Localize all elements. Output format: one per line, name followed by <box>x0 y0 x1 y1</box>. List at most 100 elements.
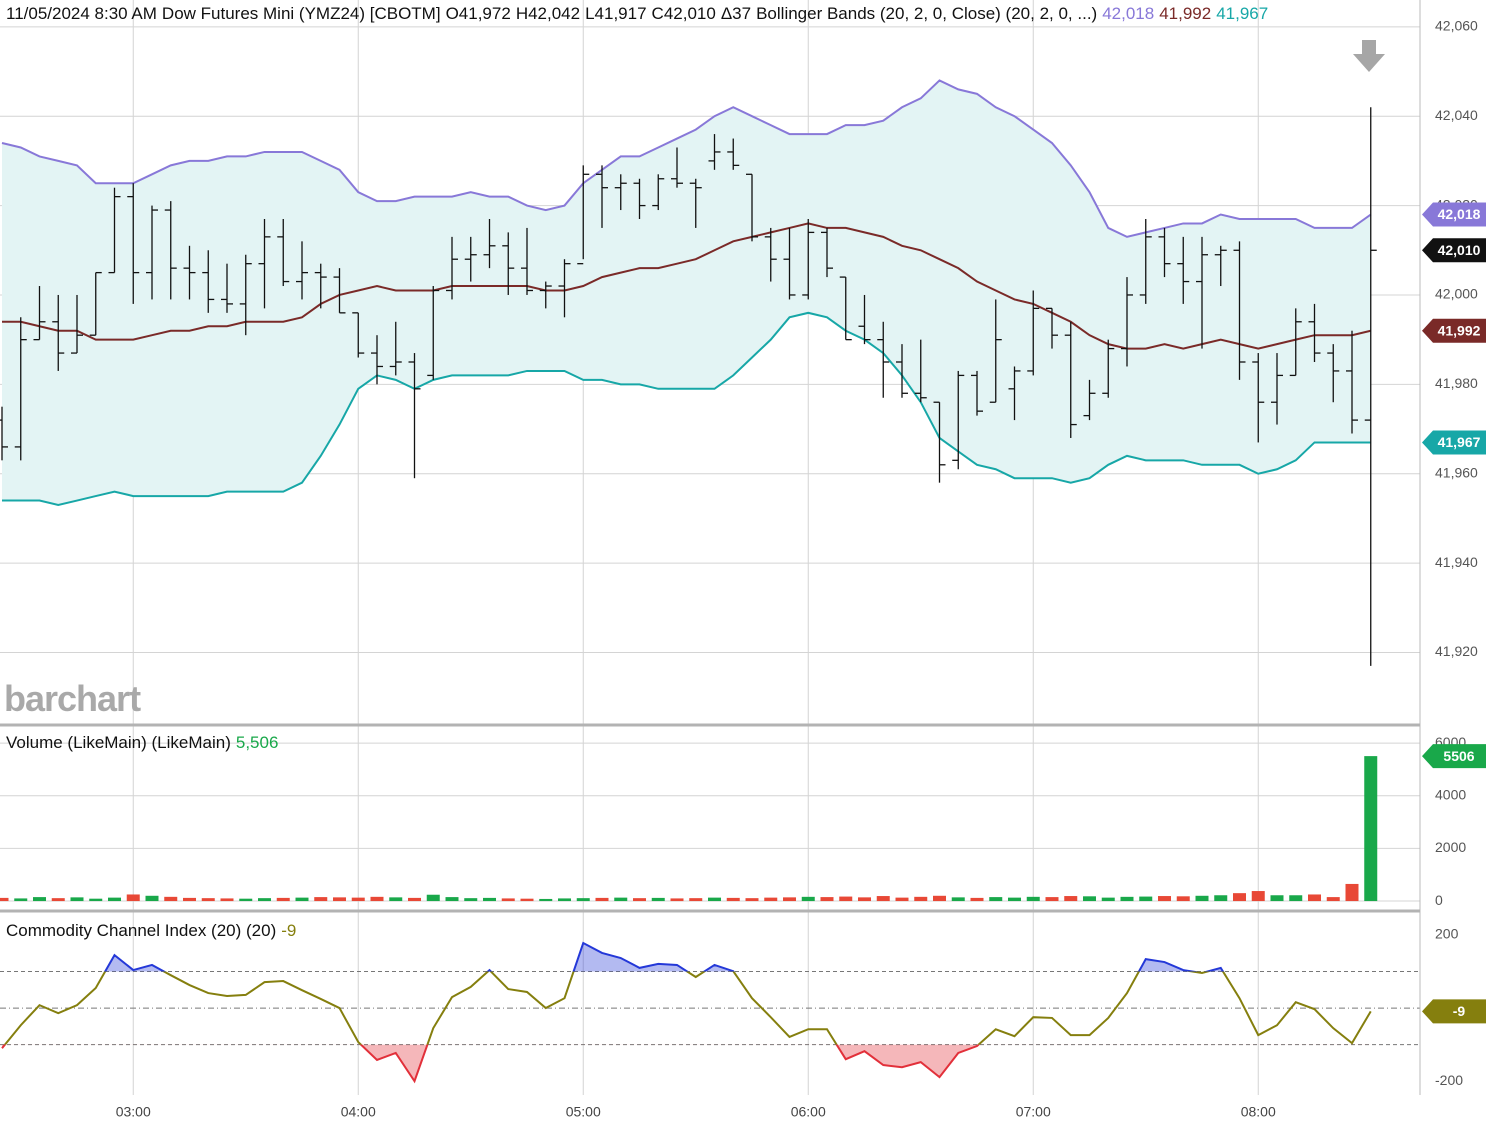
y-tick-label: 41,960 <box>1435 464 1478 480</box>
volume-bar <box>933 895 946 902</box>
volume-bar <box>633 898 646 902</box>
volume-bar <box>708 897 721 902</box>
header-change: Δ37 <box>720 4 752 23</box>
y-tick-label: 200 <box>1435 926 1459 942</box>
header-open: O41,972 <box>445 4 511 23</box>
y-tick-label: -200 <box>1435 1072 1463 1088</box>
volume-bar <box>820 897 834 902</box>
x-tick-label: 08:00 <box>1241 1104 1276 1120</box>
volume-bar <box>689 898 703 902</box>
data-layer <box>0 79 1378 1084</box>
scroll-arrow-icon[interactable] <box>1353 40 1385 72</box>
cci-last-value: -9 <box>281 921 297 940</box>
volume-bar <box>801 896 815 902</box>
volume-bar <box>520 898 534 902</box>
volume-bar <box>1120 896 1134 902</box>
volume-bar <box>426 894 440 902</box>
volume-bar <box>1214 895 1228 902</box>
volume-bar <box>1008 897 1021 902</box>
last-value-label: 41,967 <box>1438 434 1481 450</box>
volume-bar <box>726 897 740 902</box>
last-value-badge <box>1422 202 1486 227</box>
volume-bar <box>1270 895 1284 902</box>
header-symbol: Dow Futures Mini (YMZ24) [CBOTM] <box>161 4 441 23</box>
volume-bar <box>220 898 234 902</box>
volume-bar <box>651 897 665 902</box>
volume-bar <box>70 897 84 902</box>
cci-line-above <box>103 941 1225 972</box>
last-value-label: 42,018 <box>1438 206 1481 222</box>
volume-title: Volume (LikeMain) (LikeMain) <box>6 733 231 752</box>
volume-bar <box>1233 893 1246 902</box>
volume-bar <box>1158 896 1171 902</box>
band-fill <box>2 80 1371 506</box>
cci-title: Commodity Channel Index (20) (20) <box>6 921 277 940</box>
y-tick-label: 41,980 <box>1435 375 1478 391</box>
header-datetime: 11/05/2024 8:30 AM <box>6 4 157 23</box>
volume-bar <box>333 897 346 902</box>
y-tick-label: 4000 <box>1435 786 1466 802</box>
x-tick-label: 05:00 <box>566 1104 601 1120</box>
volume-bar <box>276 897 290 902</box>
volume-bar <box>408 897 421 902</box>
cci-line <box>3 971 1372 1045</box>
last-value-label: 42,010 <box>1438 242 1481 258</box>
y-tick-label: 41,920 <box>1435 643 1478 659</box>
volume-bar <box>201 898 215 902</box>
last-value-badge <box>1422 744 1486 769</box>
volume-bar <box>445 897 459 902</box>
volume-bar <box>914 896 928 902</box>
volume-bar <box>558 898 571 902</box>
last-value-label: 41,992 <box>1438 322 1481 338</box>
volume-bar <box>295 897 309 902</box>
legend-upper-value: 42,018 <box>1102 4 1155 23</box>
legend-lower-value: 41,967 <box>1216 4 1269 23</box>
band-line <box>2 311 1371 507</box>
x-tick-label: 04:00 <box>341 1104 376 1120</box>
volume-bar <box>33 897 46 902</box>
volume-bar <box>389 897 403 902</box>
volume-bar <box>145 895 159 902</box>
volume-bar <box>314 897 328 902</box>
axis-layer: 03:00 04:00 05:00 06:00 07:00 08:00 41,920 41,9… <box>116 18 1486 1120</box>
volume-bar <box>1026 896 1040 902</box>
y-tick-label: 42,000 <box>1435 286 1478 302</box>
volume-bar <box>1308 894 1321 902</box>
header-high: H42,042 <box>515 4 581 23</box>
y-tick-label: 2000 <box>1435 839 1466 855</box>
watermark: barchart <box>4 678 141 719</box>
volume-bar <box>539 898 553 902</box>
volume-bar <box>595 897 609 902</box>
volume-bar <box>839 896 853 902</box>
volume-bar <box>183 897 196 902</box>
cci-header: Commodity Channel Index (20) (20) -9 <box>6 921 301 941</box>
volume-bar <box>464 898 478 902</box>
y-tick-label: 42,060 <box>1435 18 1478 34</box>
legend-middle-value: 41,992 <box>1159 4 1212 23</box>
band-line <box>1 79 1372 238</box>
volume-bar <box>1101 897 1115 902</box>
volume-bar <box>745 898 759 902</box>
volume-bar <box>258 898 271 902</box>
volume-bar <box>1289 895 1303 902</box>
volume-bar <box>108 897 121 902</box>
volume-header: Volume (LikeMain) (LikeMain) 5,506 <box>6 733 283 753</box>
y-tick-label: 41,940 <box>1435 554 1478 570</box>
volume-bar <box>1195 895 1209 902</box>
price-header: 11/05/2024 8:30 AM Dow Futures Mini (YMZ2… <box>6 4 1273 24</box>
volume-bar <box>764 897 778 902</box>
x-tick-label: 03:00 <box>116 1104 151 1120</box>
volume-bar <box>951 897 965 902</box>
volume-bar <box>370 896 384 902</box>
cci-fill-below <box>2 1044 979 1082</box>
x-tick-label: 06:00 <box>791 1104 826 1120</box>
volume-bar <box>126 894 140 902</box>
volume-bar <box>614 897 628 902</box>
cci-fill-above <box>105 943 1224 972</box>
volume-bar <box>1345 883 1359 902</box>
volume-bar <box>239 898 253 902</box>
volume-bar <box>14 898 28 902</box>
y-tick-label: 0 <box>1435 892 1443 908</box>
volume-bar <box>858 897 871 902</box>
